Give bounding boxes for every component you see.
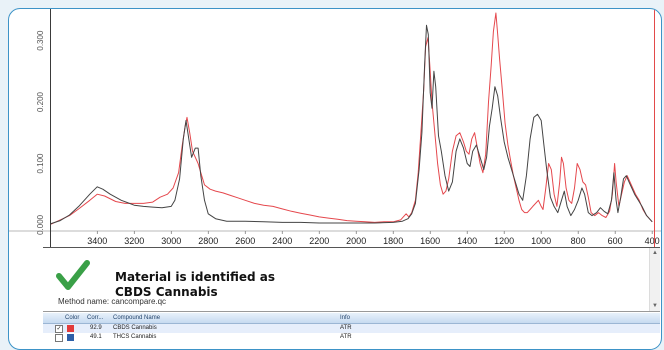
x-tick-label: 3400 [87, 236, 107, 246]
y-tick-label: 0.300 [36, 30, 45, 51]
spectrum-series-dark [50, 24, 653, 225]
method-name: Method name: cancompare.qc [58, 297, 167, 306]
x-tick-label: 600 [608, 236, 623, 246]
x-tick-label: 2800 [198, 236, 218, 246]
compound-info: ATR [340, 325, 352, 331]
header-correlation[interactable]: Corr... [87, 315, 104, 321]
header-info[interactable]: Info [340, 315, 351, 321]
x-tick-label: 3200 [124, 236, 144, 246]
header-color[interactable]: Color [65, 315, 80, 321]
y-tick-label: 0.100 [36, 153, 45, 174]
compound-name: THCS Cannabis [113, 334, 157, 340]
correlation-value: 49.1 [90, 334, 102, 340]
x-tick-label: 1200 [494, 236, 514, 246]
row-checkbox[interactable]: ✓ [55, 325, 63, 333]
x-tick-label: 1600 [420, 236, 440, 246]
x-tick-label: 800 [571, 236, 586, 246]
spectrum-series-red [50, 12, 653, 225]
table-row[interactable]: 49.1 THCS Cannabis ATR [43, 333, 660, 342]
table-row[interactable]: ✓ 92.9 CBDS Cannabis ATR [43, 324, 660, 333]
check-icon [56, 260, 90, 290]
row-checkbox[interactable] [55, 334, 63, 342]
identified-material: CBDS Cannabis [115, 285, 218, 299]
result-scrollbar[interactable]: ▲ ▼ [649, 248, 660, 311]
y-axis-line [50, 9, 51, 247]
x-tick-label: 400 [645, 236, 660, 246]
x-tick-label: 3000 [161, 236, 181, 246]
y-tick-label: 0.200 [36, 91, 45, 112]
x-tick-label: 2200 [309, 236, 329, 246]
x-tick-label: 2000 [346, 236, 366, 246]
right-edge-line [654, 9, 655, 247]
scroll-down-icon[interactable]: ▼ [652, 303, 658, 309]
identification-message: Material is identified as CBDS Cannabis [115, 270, 275, 300]
x-tick-label: 2600 [235, 236, 255, 246]
color-swatch[interactable] [67, 334, 74, 341]
spectrum-chart: 0.000 0.100 0.200 0.300 3400 3200 3000 2800 260… [9, 12, 661, 246]
compound-info: ATR [340, 334, 352, 340]
x-tick-label: 1000 [531, 236, 551, 246]
y-tick-label: 0.000 [36, 214, 45, 235]
correlation-value: 92.9 [90, 325, 102, 331]
x-tick-label: 1800 [383, 236, 403, 246]
table-header: Color Corr... Compound Name Info [43, 313, 660, 324]
scroll-up-icon[interactable]: ▲ [652, 250, 658, 256]
identification-result-panel: Material is identified as CBDS Cannabis … [43, 247, 660, 312]
x-tick-label: 2400 [272, 236, 292, 246]
compound-table: Color Corr... Compound Name Info ✓ 92.9 … [43, 313, 660, 349]
identification-line-1: Material is identified as [115, 270, 276, 284]
spectrum-window: 0.000 0.100 0.200 0.300 3400 3200 3000 2800 260… [8, 8, 662, 350]
color-swatch[interactable] [67, 325, 74, 332]
x-tick-label: 1400 [457, 236, 477, 246]
compound-name: CBDS Cannabis [113, 325, 157, 331]
header-compound-name[interactable]: Compound Name [113, 315, 161, 321]
